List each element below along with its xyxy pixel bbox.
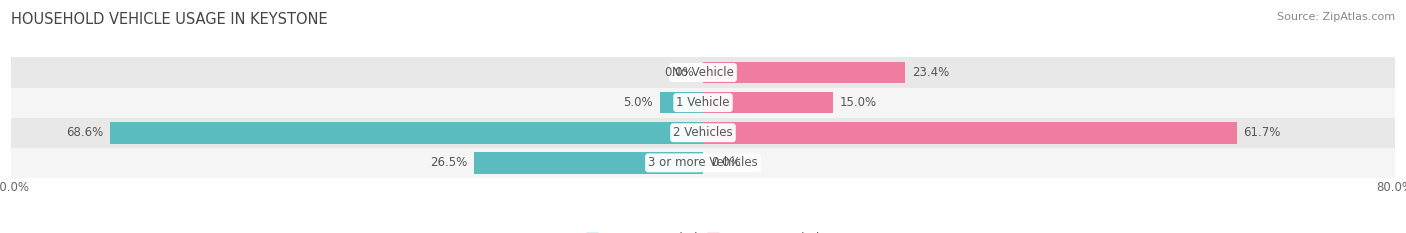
Bar (659, 92, 703, 113)
Bar (703, 62, 905, 83)
Bar (11, 118, 1395, 148)
Bar (11, 148, 1395, 178)
Bar (110, 122, 703, 144)
Text: 0.0%: 0.0% (665, 66, 695, 79)
Text: 0.0%: 0.0% (711, 156, 741, 169)
Legend: Owner-occupied, Renter-occupied: Owner-occupied, Renter-occupied (581, 228, 825, 233)
Text: 15.0%: 15.0% (839, 96, 877, 109)
Text: 1 Vehicle: 1 Vehicle (676, 96, 730, 109)
Bar (703, 122, 1236, 144)
Text: 26.5%: 26.5% (430, 156, 467, 169)
Text: 3 or more Vehicles: 3 or more Vehicles (648, 156, 758, 169)
Text: 2 Vehicles: 2 Vehicles (673, 126, 733, 139)
Bar (11, 88, 1395, 118)
Text: HOUSEHOLD VEHICLE USAGE IN KEYSTONE: HOUSEHOLD VEHICLE USAGE IN KEYSTONE (11, 12, 328, 27)
Text: 61.7%: 61.7% (1243, 126, 1281, 139)
Text: 68.6%: 68.6% (66, 126, 103, 139)
Text: Source: ZipAtlas.com: Source: ZipAtlas.com (1277, 12, 1395, 22)
Bar (474, 152, 703, 174)
Bar (703, 92, 832, 113)
Text: No Vehicle: No Vehicle (672, 66, 734, 79)
Text: 23.4%: 23.4% (912, 66, 949, 79)
Bar (11, 57, 1395, 88)
Text: 5.0%: 5.0% (623, 96, 652, 109)
